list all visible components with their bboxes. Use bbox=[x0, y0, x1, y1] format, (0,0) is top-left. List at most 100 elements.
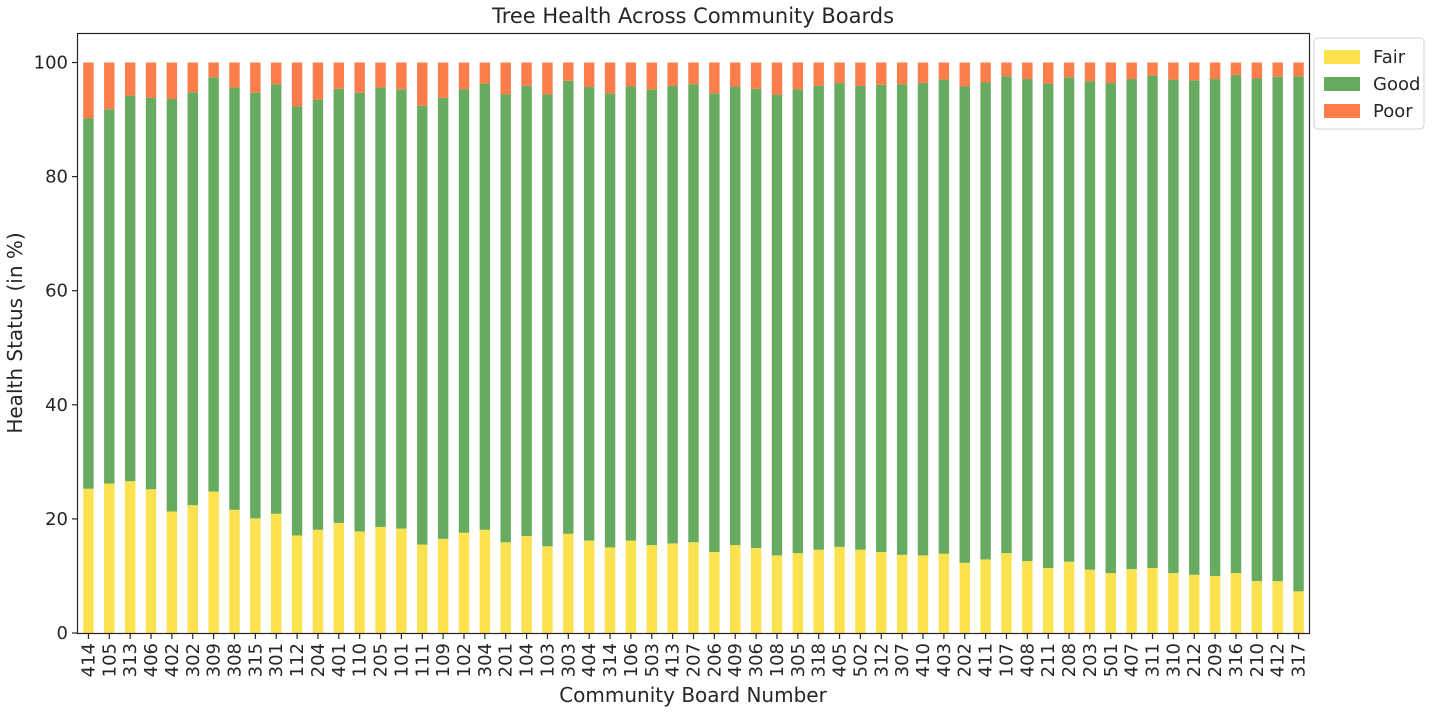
bar-poor-409 bbox=[730, 62, 741, 87]
x-tick-label: 104 bbox=[517, 643, 538, 677]
bar-poor-303 bbox=[563, 62, 574, 81]
x-tick-label: 412 bbox=[1268, 643, 1289, 677]
bar-poor-109 bbox=[437, 62, 449, 98]
bar-fair-406 bbox=[145, 489, 157, 633]
x-tick-label: 411 bbox=[976, 643, 997, 677]
bar-poor-304 bbox=[479, 62, 491, 84]
x-tick-label: 204 bbox=[308, 643, 329, 677]
x-tick-label: 410 bbox=[913, 643, 934, 677]
bar-fair-304 bbox=[479, 529, 491, 633]
x-tick-label: 409 bbox=[725, 643, 746, 677]
bar-fair-405 bbox=[834, 546, 845, 633]
x-tick-label: 109 bbox=[433, 643, 454, 677]
bar-poor-316 bbox=[1230, 62, 1242, 76]
bar-poor-411 bbox=[980, 62, 991, 83]
bar-good-209 bbox=[1209, 79, 1221, 576]
bar-fair-309 bbox=[208, 491, 219, 633]
y-axis-ticks: 0 20 40 60 80 100 bbox=[34, 53, 78, 644]
x-tick-label: 404 bbox=[579, 643, 600, 677]
bar-good-304 bbox=[479, 83, 491, 530]
bar-poor-402 bbox=[166, 62, 178, 100]
bar-fair-301 bbox=[271, 513, 282, 633]
y-tick-label: 60 bbox=[45, 281, 68, 302]
bar-good-317 bbox=[1293, 76, 1304, 592]
x-tick-label: 202 bbox=[955, 643, 976, 677]
bar-fair-204 bbox=[312, 529, 324, 633]
bar-fair-202 bbox=[959, 562, 970, 633]
plot-frame bbox=[76, 32, 1311, 635]
bar-good-412 bbox=[1272, 76, 1283, 582]
y-axis-title: Health Status (in %) bbox=[3, 232, 27, 433]
bar-good-312 bbox=[876, 84, 887, 552]
bar-good-409 bbox=[730, 86, 741, 546]
y-tick-label: 0 bbox=[57, 623, 68, 644]
bar-fair-403 bbox=[938, 553, 950, 633]
x-tick-label: 402 bbox=[162, 643, 183, 677]
bar-good-102 bbox=[458, 89, 470, 533]
y-tick-label: 100 bbox=[34, 53, 68, 74]
bar-good-313 bbox=[124, 95, 136, 482]
y-tick-label: 40 bbox=[45, 395, 68, 416]
bar-poor-201 bbox=[500, 62, 511, 95]
x-tick-label: 103 bbox=[537, 643, 558, 677]
x-tick-label: 309 bbox=[204, 643, 225, 677]
bar-good-307 bbox=[896, 84, 908, 555]
bar-fair-312 bbox=[876, 551, 887, 633]
bar-fair-316 bbox=[1230, 573, 1242, 633]
bar-fair-203 bbox=[1084, 569, 1096, 633]
bar-good-305 bbox=[792, 89, 804, 554]
bar-good-306 bbox=[750, 88, 762, 549]
x-tick-label: 107 bbox=[996, 643, 1017, 677]
bar-fair-111 bbox=[417, 544, 428, 633]
bar-fair-109 bbox=[437, 538, 449, 633]
bar-poor-112 bbox=[291, 62, 303, 107]
legend-swatch-fair bbox=[1324, 50, 1360, 64]
bar-good-111 bbox=[417, 105, 428, 545]
x-tick-label: 206 bbox=[704, 643, 725, 677]
bar-poor-302 bbox=[187, 62, 198, 93]
bar-good-406 bbox=[145, 97, 157, 490]
bar-good-112 bbox=[291, 106, 303, 536]
bar-fair-303 bbox=[563, 533, 574, 633]
bar-fair-502 bbox=[855, 549, 866, 633]
bar-fair-317 bbox=[1293, 591, 1304, 633]
bar-poor-102 bbox=[458, 62, 470, 90]
bar-fair-211 bbox=[1042, 567, 1054, 633]
x-tick-label: 401 bbox=[329, 643, 350, 677]
legend-label-fair: Fair bbox=[1373, 47, 1406, 68]
bar-poor-103 bbox=[542, 62, 553, 95]
bar-fair-408 bbox=[1022, 561, 1033, 633]
x-tick-label: 405 bbox=[830, 643, 851, 677]
x-tick-label: 105 bbox=[99, 643, 120, 677]
bar-fair-205 bbox=[375, 526, 386, 633]
bar-fair-318 bbox=[813, 549, 824, 633]
legend-label-poor: Poor bbox=[1373, 101, 1413, 122]
bar-poor-311 bbox=[1147, 62, 1158, 76]
bar-poor-403 bbox=[938, 62, 950, 80]
bar-fair-207 bbox=[688, 542, 699, 633]
x-tick-label: 302 bbox=[183, 643, 204, 677]
bar-good-108 bbox=[771, 95, 783, 556]
bar-good-208 bbox=[1063, 77, 1075, 562]
x-tick-label: 317 bbox=[1289, 643, 1310, 677]
bar-good-411 bbox=[980, 82, 991, 560]
bar-good-408 bbox=[1022, 79, 1033, 562]
y-tick-label: 80 bbox=[45, 167, 68, 188]
bar-fair-404 bbox=[583, 540, 595, 633]
bar-good-318 bbox=[813, 85, 824, 550]
bar-good-310 bbox=[1168, 79, 1179, 574]
bar-good-404 bbox=[583, 87, 595, 541]
bar-fair-412 bbox=[1272, 581, 1283, 633]
bar-poor-412 bbox=[1272, 62, 1283, 77]
bar-good-101 bbox=[396, 89, 407, 529]
bar-poor-111 bbox=[417, 62, 428, 106]
bar-fair-210 bbox=[1251, 581, 1263, 633]
x-tick-label: 407 bbox=[1122, 643, 1143, 677]
x-tick-label: 110 bbox=[350, 643, 371, 677]
bar-fair-101 bbox=[396, 528, 407, 633]
bar-poor-406 bbox=[145, 62, 157, 98]
bar-poor-309 bbox=[208, 62, 219, 78]
x-tick-label: 308 bbox=[224, 643, 245, 677]
bar-good-107 bbox=[1001, 76, 1012, 554]
bar-fair-306 bbox=[750, 548, 762, 633]
